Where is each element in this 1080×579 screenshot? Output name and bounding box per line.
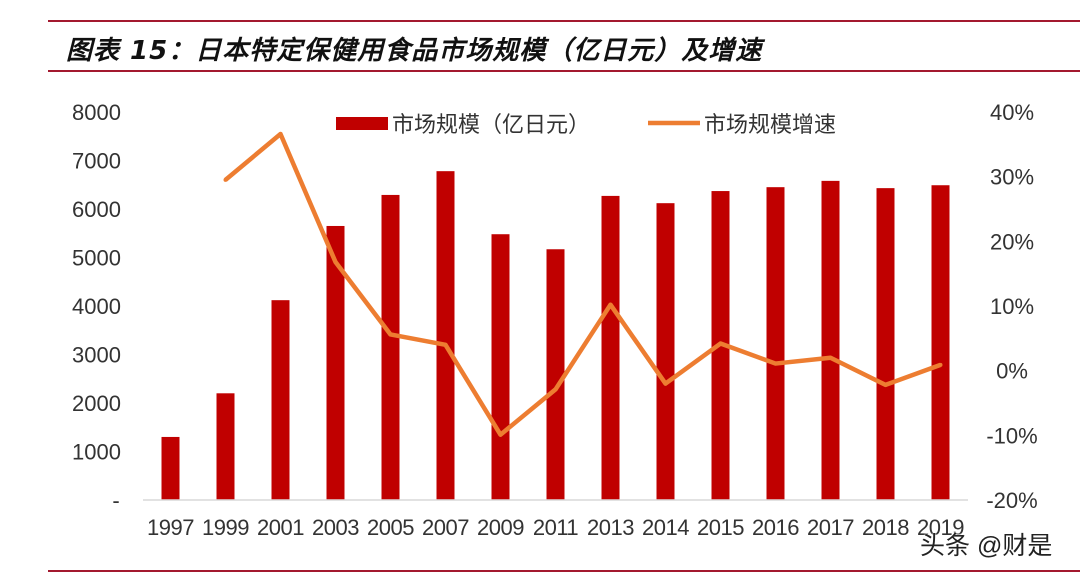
growth-line [224,131,942,437]
x-tick-label: 2005 [367,515,414,540]
x-tick-label: 2015 [697,515,744,540]
right-tick-label: 20% [990,229,1034,254]
x-tick-label: 2018 [862,515,909,540]
legend-bar-label: 市场规模（亿日元） [392,112,590,137]
growth-point-2014 [663,381,668,386]
watermark: 头条 @财是 [920,532,1053,560]
bar-2009 [491,234,510,500]
left-tick-label: 7000 [72,149,121,174]
bar-2019 [931,185,950,501]
growth-point-2009 [498,432,503,437]
x-tick-label: 1999 [202,515,249,540]
left-tick-label: 2000 [72,391,121,416]
top-rule [48,20,1080,22]
legend-line-label: 市场规模增速 [704,112,836,137]
x-tick-label: 2007 [422,515,469,540]
right-tick-label: -20% [986,488,1037,513]
x-tick-label: 2009 [477,515,524,540]
x-tick-label: 2016 [752,515,799,540]
x-tick-label: 1997 [147,515,194,540]
x-tick-label: 2003 [312,515,359,540]
chart-title: 图表 15：日本特定保健用食品市场规模（亿日元）及增速 [66,36,763,66]
bar-2017 [821,180,840,500]
right-tick-label: 30% [990,165,1034,190]
growth-point-2007 [443,342,448,347]
growth-point-1999 [223,177,228,182]
growth-point-2011 [553,387,558,392]
x-tick-label: 2017 [807,515,854,540]
growth-point-2018 [883,382,888,387]
legend-bar-swatch [336,117,388,130]
bar-2001 [271,300,290,500]
growth-point-2003 [333,260,338,265]
bar-2013 [601,195,620,500]
x-tick-label: 2011 [533,515,579,540]
bottom-rule [48,570,1080,572]
x-tick-label: 2013 [587,515,634,540]
x-tick-label: 2019 [917,515,964,540]
growth-point-2015 [718,341,723,346]
left-tick-label: 8000 [72,100,121,125]
growth-point-2017 [828,355,833,360]
x-tick-label: 2001 [257,515,304,540]
growth-point-2005 [388,332,393,337]
right-tick-label: 10% [990,294,1034,319]
left-tick-label: 3000 [72,343,121,368]
left-tick-label: - [112,488,119,513]
x-tick-label: 2014 [642,515,689,540]
growth-point-2001 [278,131,283,136]
title-rule [48,70,1080,72]
left-tick-label: 5000 [72,246,121,271]
right-tick-label: 0% [996,359,1028,384]
bar-2003 [326,225,345,500]
growth-point-2019 [938,362,943,367]
bar-2011 [546,249,565,500]
growth-point-2013 [608,302,613,307]
bar-2016 [766,187,785,501]
bar-2014 [656,203,675,500]
right-tick-label: 40% [990,100,1034,125]
right-tick-label: -10% [986,423,1037,448]
left-tick-label: 6000 [72,197,121,222]
bar-1997 [161,436,180,500]
bar-1999 [216,393,235,500]
left-tick-label: 4000 [72,294,121,319]
bar-2005 [381,194,400,500]
bar-2007 [436,171,455,501]
bar-2018 [876,188,895,500]
left-tick-label: 1000 [72,440,121,465]
growth-point-2016 [773,361,778,366]
